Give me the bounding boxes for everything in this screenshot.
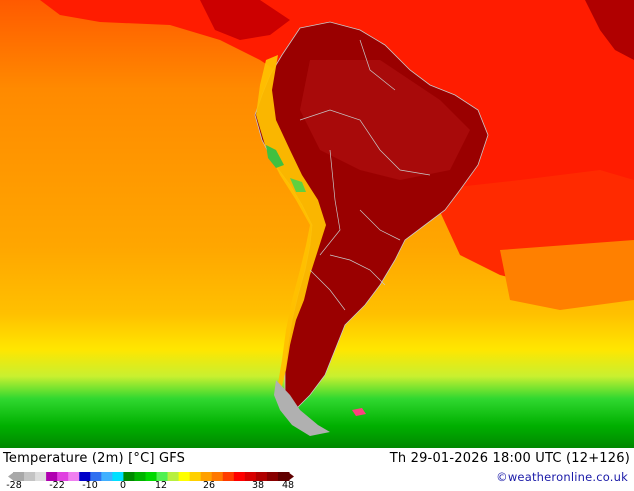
legend-swatch bbox=[255, 472, 268, 481]
andes-highlands bbox=[256, 55, 326, 395]
legend-swatch bbox=[178, 472, 191, 481]
amazon-region bbox=[300, 60, 470, 180]
legend-swatch bbox=[233, 472, 246, 481]
legend-swatch bbox=[200, 472, 213, 481]
legend-arrow-left bbox=[8, 472, 14, 481]
legend-swatch bbox=[35, 472, 47, 481]
atlantic-warm-tongue bbox=[500, 240, 634, 310]
legend-tick-label: 38 bbox=[251, 480, 265, 491]
legend-tick-label: 48 bbox=[281, 480, 295, 491]
patagonia-tip bbox=[274, 380, 330, 436]
color-legend-bar bbox=[8, 472, 294, 481]
map-title: Temperature (2m) [°C] GFS bbox=[3, 451, 186, 466]
temperature-map bbox=[0, 0, 634, 448]
credit-link[interactable]: ©weatheronline.co.uk bbox=[496, 470, 628, 484]
falkland-islands bbox=[352, 408, 366, 416]
legend-arrow-right bbox=[288, 472, 294, 481]
legend-swatch bbox=[156, 472, 169, 481]
legend-swatch bbox=[277, 472, 290, 481]
legend-swatch bbox=[90, 472, 102, 481]
legend-swatch bbox=[24, 472, 36, 481]
legend-swatch bbox=[13, 472, 25, 481]
altiplano bbox=[290, 178, 306, 192]
legend-swatch bbox=[123, 472, 135, 481]
legend-swatch bbox=[189, 472, 202, 481]
legend-tick-label: -22 bbox=[49, 480, 65, 491]
legend-swatch bbox=[101, 472, 113, 481]
legend-tick-label: -10 bbox=[82, 480, 98, 491]
legend-swatch bbox=[57, 472, 69, 481]
central-america bbox=[200, 0, 290, 40]
legend-swatch bbox=[46, 472, 58, 481]
legend-tick-label: 12 bbox=[154, 480, 168, 491]
andes-peaks bbox=[266, 145, 284, 168]
legend-swatch bbox=[167, 472, 180, 481]
legend-swatch bbox=[112, 472, 124, 481]
legend-swatch bbox=[134, 472, 146, 481]
legend-swatch bbox=[68, 472, 80, 481]
legend-swatch bbox=[145, 472, 158, 481]
legend-swatch bbox=[211, 472, 224, 481]
legend-swatch bbox=[222, 472, 235, 481]
country-borders bbox=[299, 39, 431, 311]
legend-swatch bbox=[244, 472, 257, 481]
legend-swatch bbox=[79, 472, 91, 481]
legend-tick-label: -28 bbox=[6, 480, 22, 491]
north-africa-corner bbox=[585, 0, 634, 60]
legend-tick-label: 0 bbox=[119, 480, 127, 491]
legend-swatch bbox=[266, 472, 279, 481]
legend-tick-label: 26 bbox=[202, 480, 216, 491]
footer: Temperature (2m) [°C] GFS Th 29-01-2026 … bbox=[0, 448, 634, 490]
valid-time: Th 29-01-2026 18:00 UTC (12+126) bbox=[389, 451, 630, 466]
